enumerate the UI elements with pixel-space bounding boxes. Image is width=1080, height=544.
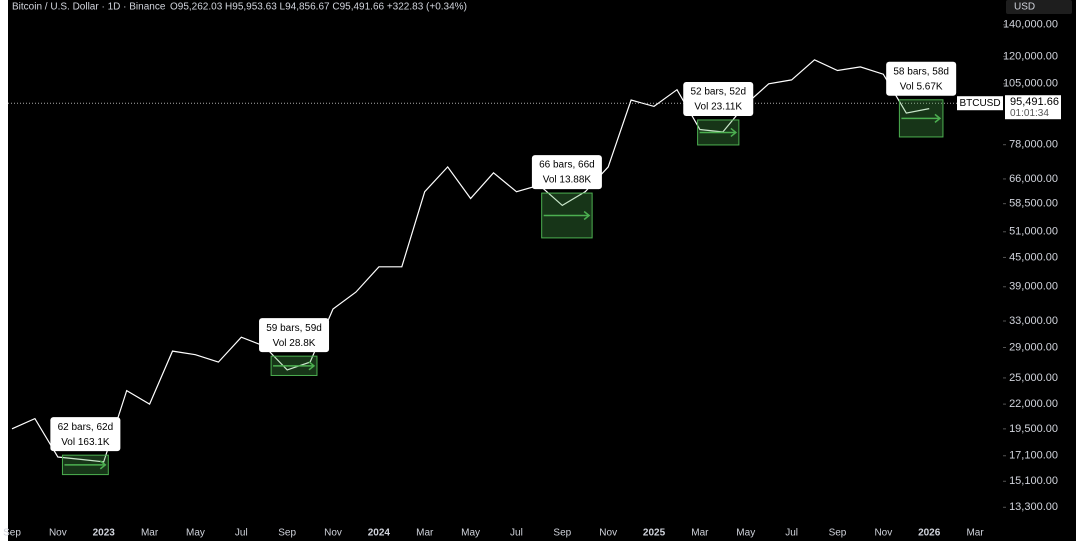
y-tick-label: 33,000.00 <box>1009 315 1058 327</box>
x-tick-label: 2023 <box>93 528 116 539</box>
range-annotation: 52 bars, 52d Vol 23.11K <box>683 81 754 146</box>
range-bars: 62 bars, 62d <box>58 422 114 433</box>
x-tick-label: 2024 <box>368 528 391 539</box>
range-annotation: 62 bars, 62d Vol 163.1K <box>50 417 121 476</box>
y-tick-label: 45,000.00 <box>1009 251 1058 263</box>
range-annotation: 66 bars, 66d Vol 13.88K <box>531 155 602 239</box>
range-label-box <box>531 155 602 190</box>
x-tick-label: Mar <box>141 528 159 539</box>
x-tick-label: May <box>186 528 205 539</box>
y-tick-label: 78,000.00 <box>1009 139 1058 151</box>
range-bars: 58 bars, 58d <box>893 66 949 77</box>
range-label-box <box>50 417 121 452</box>
range-arrow-head <box>730 127 738 138</box>
range-arrow-head <box>583 210 591 221</box>
y-tick-label: 105,000.00 <box>1003 78 1058 90</box>
y-tick-label: 13,300.00 <box>1009 501 1058 513</box>
y-tick-label: 19,500.00 <box>1009 423 1058 435</box>
x-tick-label: Jul <box>235 528 248 539</box>
price-box <box>1005 95 1061 120</box>
y-tick-label: 39,000.00 <box>1009 281 1058 293</box>
x-tick-label: Nov <box>324 528 342 539</box>
y-tick-label: 15,100.00 <box>1009 475 1058 487</box>
price-line <box>11 59 930 463</box>
range-arrow-head <box>99 460 107 470</box>
ohlc-readout: O95,262.03 H95,953.63 L94,856.67 C95,491… <box>170 2 467 13</box>
range-annotation: 58 bars, 58d Vol 5.67K <box>886 61 957 138</box>
range-volume: Vol 5.67K <box>900 81 943 92</box>
x-tick-label: Jul <box>785 528 798 539</box>
x-tick-label: May <box>736 528 755 539</box>
range-annotation: 59 bars, 59d Vol 28.8K <box>259 318 330 376</box>
x-tick-label: Mar <box>416 528 434 539</box>
x-tick-label: Sep <box>829 528 847 539</box>
y-tick-label: 17,100.00 <box>1009 450 1058 462</box>
x-tick-label: Sep <box>553 528 571 539</box>
countdown: 01:01:34 <box>1010 108 1049 119</box>
x-tick-label: Mar <box>691 528 709 539</box>
y-tick-label: 25,000.00 <box>1009 372 1058 384</box>
y-tick-label: 140,000.00 <box>1003 19 1058 31</box>
symbol-label: BTCUSD <box>959 98 1000 109</box>
x-tick-label: Nov <box>599 528 617 539</box>
range-label-box <box>683 81 754 116</box>
x-tick-label: Jul <box>510 528 523 539</box>
price-label: 95,491.66 <box>1010 96 1059 108</box>
currency[interactable]: USD <box>1014 2 1035 13</box>
y-tick-label: 29,000.00 <box>1009 341 1058 353</box>
range-volume: Vol 23.11K <box>694 102 742 113</box>
x-tick-label: Nov <box>49 528 67 539</box>
symbol-box <box>957 96 1003 111</box>
range-arrow-head <box>934 113 942 123</box>
range-bars: 66 bars, 66d <box>539 160 595 171</box>
x-tick-label: Sep <box>278 528 296 539</box>
chart-title: Bitcoin / U.S. Dollar · 1D · Binance <box>12 2 166 13</box>
range-volume: Vol 163.1K <box>61 437 110 448</box>
range-volume: Vol 28.8K <box>273 338 316 349</box>
currency-box[interactable] <box>1006 0 1072 14</box>
x-tick-label: May <box>461 528 480 539</box>
y-tick-label: 22,000.00 <box>1009 398 1058 410</box>
x-tick-label: 2025 <box>643 528 666 539</box>
y-tick-label: 58,500.00 <box>1009 198 1058 210</box>
y-tick-label: 120,000.00 <box>1003 50 1058 62</box>
y-tick-label: 66,000.00 <box>1009 173 1058 185</box>
y-tick-label: 51,000.00 <box>1009 226 1058 238</box>
x-tick-label: Sep <box>3 528 21 539</box>
x-tick-label: Nov <box>874 528 892 539</box>
range-volume: Vol 13.88K <box>543 175 592 186</box>
range-label-box <box>886 61 957 96</box>
range-bars: 52 bars, 52d <box>690 87 746 98</box>
range-label-box <box>259 318 330 353</box>
x-tick-label: Mar <box>966 528 984 539</box>
range-arrow-head <box>308 361 316 371</box>
x-tick-label: 2026 <box>918 528 941 539</box>
range-bars: 59 bars, 59d <box>266 323 322 334</box>
